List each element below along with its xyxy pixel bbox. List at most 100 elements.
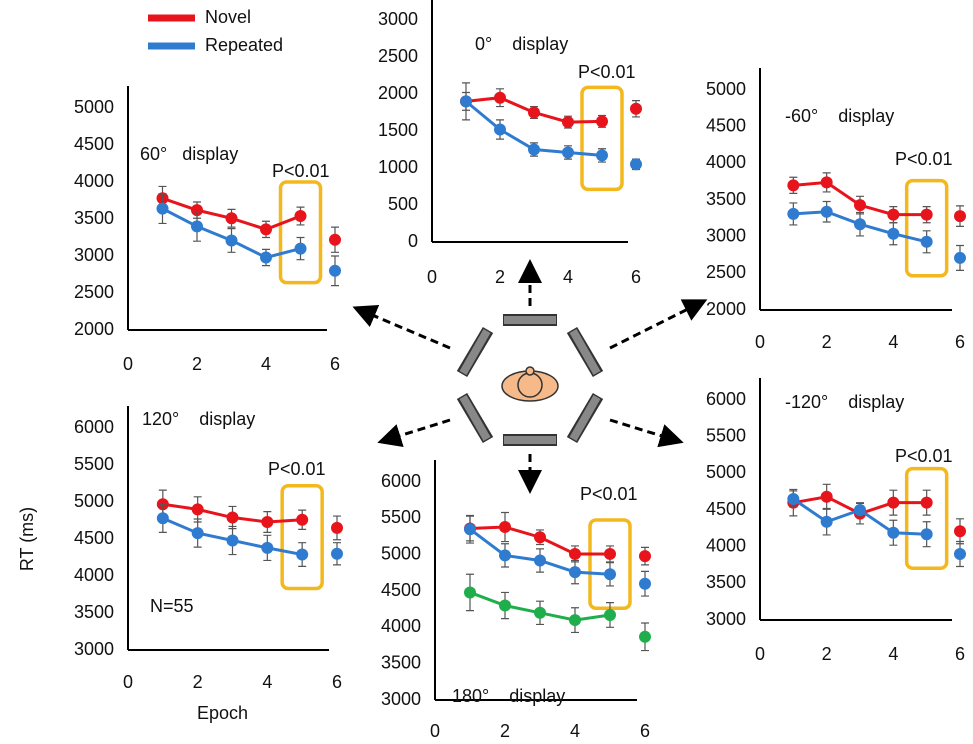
x-tick-label: 0 — [123, 354, 133, 374]
data-point — [191, 503, 204, 516]
x-tick-label: 6 — [640, 721, 650, 741]
highlight-box — [904, 178, 949, 278]
y-tick-label: 3500 — [381, 652, 421, 672]
panel: 3000 3500 4000 4500 5000 5500 6000 0 2 4 6 120° dis… — [17, 406, 343, 723]
x-tick-label: 6 — [955, 644, 965, 664]
data-point — [569, 614, 581, 627]
x-tick-label: 6 — [332, 672, 342, 692]
y-tick-label: 3000 — [706, 225, 746, 245]
y-tick-label: 3500 — [74, 602, 114, 622]
data-point — [820, 515, 833, 528]
data-point — [534, 531, 546, 544]
annotation: P<0.01 — [895, 446, 953, 466]
panel: 0 500 1000 1500 2000 2500 3000 0 2 4 6 0° display P<… — [378, 0, 642, 287]
data-point — [887, 526, 900, 539]
y-tick-label: 2000 — [706, 299, 746, 319]
x-tick-label: 0 — [123, 672, 133, 692]
data-point — [191, 204, 203, 217]
data-point — [225, 234, 238, 247]
data-point — [954, 525, 966, 538]
data-point — [261, 541, 274, 554]
data-point — [329, 233, 341, 246]
x-tick-label: 2 — [192, 354, 202, 374]
data-point — [569, 547, 581, 560]
data-point — [569, 566, 581, 579]
y-tick-label: 3000 — [74, 245, 114, 265]
y-tick-label: 3500 — [706, 189, 746, 209]
data-point — [920, 496, 933, 509]
legend: Novel Repeated — [148, 7, 283, 55]
x-tick-label: 2 — [500, 721, 510, 741]
panel: 3000 3500 4000 4500 5000 5500 6000 0 2 4 6 -120° di… — [706, 378, 966, 664]
x-tick-label: 0 — [755, 644, 765, 664]
data-point — [954, 251, 966, 264]
x-tick-label: 0 — [755, 332, 765, 352]
y-tick-label: 3000 — [706, 609, 746, 629]
x-tick-label: 4 — [563, 267, 573, 287]
data-point — [820, 205, 833, 218]
data-point — [639, 577, 651, 590]
data-point — [534, 606, 546, 619]
x-tick-label: 4 — [888, 644, 898, 664]
data-point — [787, 207, 800, 220]
y-tick-label: 5000 — [74, 97, 114, 117]
data-point — [534, 554, 546, 567]
data-point — [630, 158, 642, 171]
y-tick-label: 2000 — [378, 83, 418, 103]
data-point — [494, 123, 506, 136]
data-point — [260, 251, 272, 264]
x-tick-label: 4 — [888, 332, 898, 352]
y-tick-label: 5000 — [706, 79, 746, 99]
data-point — [296, 513, 309, 526]
panel-title: 120° display — [142, 409, 255, 429]
data-point — [499, 549, 511, 562]
panel-title: -120° display — [785, 392, 904, 412]
panel: 3000 3500 4000 4500 5000 5500 6000 0 2 4 6 180° dis… — [381, 460, 651, 741]
y-tick-label: 5000 — [706, 462, 746, 482]
y-tick-label: 4500 — [74, 134, 114, 154]
data-point — [464, 586, 476, 599]
panel-title: 180° display — [452, 686, 565, 706]
data-point — [329, 264, 341, 277]
annotation: P<0.01 — [580, 484, 638, 504]
data-point — [260, 223, 272, 236]
x-tick-label: 4 — [261, 354, 271, 374]
annotation: P<0.01 — [272, 161, 330, 181]
y-tick-label: 4000 — [74, 171, 114, 191]
data-point — [787, 493, 800, 505]
data-point — [639, 550, 651, 563]
display-diagram — [352, 259, 708, 494]
data-point — [854, 218, 866, 231]
x-axis-label: Epoch — [197, 703, 248, 723]
data-point — [604, 547, 616, 560]
x-tick-label: 4 — [570, 721, 580, 741]
y-tick-label: 4000 — [74, 565, 114, 585]
data-point — [854, 504, 866, 516]
y-tick-label: 5500 — [381, 507, 421, 527]
y-tick-label: 4000 — [381, 616, 421, 636]
y-tick-label: 2500 — [378, 46, 418, 66]
x-tick-label: 6 — [330, 354, 340, 374]
highlight-box — [280, 484, 324, 591]
y-tick-label: 4000 — [706, 535, 746, 555]
panel: 2000 2500 3000 3500 4000 4500 5000 0 2 4 6 -60° dis… — [706, 68, 966, 352]
y-tick-label: 6000 — [74, 417, 114, 437]
data-point — [191, 220, 203, 233]
y-tick-label: 5500 — [74, 454, 114, 474]
y-tick-label: 5000 — [381, 543, 421, 563]
data-point — [854, 199, 866, 212]
x-tick-label: 0 — [430, 721, 440, 741]
data-point — [787, 179, 800, 192]
x-tick-label: 6 — [955, 332, 965, 352]
data-point — [639, 630, 651, 643]
data-point — [820, 176, 833, 189]
panel: 2000 2500 3000 3500 4000 4500 5000 0 2 4 6 60° disp… — [74, 86, 341, 374]
y-tick-label: 3000 — [378, 9, 418, 29]
data-point — [156, 512, 169, 525]
y-tick-label: 1500 — [378, 120, 418, 140]
y-tick-label: 0 — [408, 231, 418, 251]
y-tick-label: 2000 — [74, 319, 114, 339]
x-tick-label: 4 — [262, 672, 272, 692]
data-point — [887, 227, 900, 240]
legend-label: Novel — [205, 7, 251, 27]
